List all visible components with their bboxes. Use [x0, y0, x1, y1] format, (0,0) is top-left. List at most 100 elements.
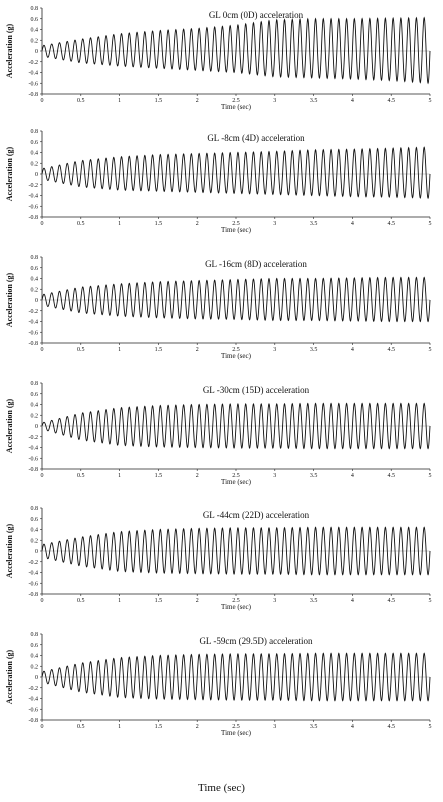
- x-tick-label: 0.5: [77, 724, 85, 730]
- y-tick-label: 0.4: [31, 654, 39, 660]
- acceleration-series-line: [41, 276, 431, 323]
- x-tick-label: 0.5: [77, 473, 85, 479]
- x-tick-label: 2: [196, 347, 199, 353]
- x-tick-label: 0.5: [77, 221, 85, 227]
- x-tick-label: 1: [118, 598, 121, 604]
- y-tick-label: 0.8: [31, 506, 39, 512]
- y-tick-label: 0.6: [31, 140, 39, 146]
- y-tick-label: 0: [35, 675, 38, 681]
- y-tick-label: 0.2: [31, 413, 39, 419]
- chart-panel: 0.80.60.40.20-0.2-0.4-0.6-0.80 0.5 1 1.5 2 2.…: [5, 255, 432, 360]
- x-tick-label: 1.5: [155, 98, 163, 104]
- x-tick-label: 0: [41, 347, 44, 353]
- acceleration-series-line: [41, 526, 431, 576]
- y-tick-label: -0.4: [29, 697, 39, 703]
- x-tick-label: 2: [196, 221, 199, 227]
- y-axis-label: Acceleration (g): [5, 523, 14, 578]
- y-tick-label: 0: [35, 298, 38, 304]
- x-tick-label: 2.5: [232, 98, 240, 104]
- x-tick-label: 1.5: [155, 598, 163, 604]
- x-tick-label: 4.5: [387, 598, 395, 604]
- x-tick-label: 5: [429, 98, 432, 104]
- x-tick-label: 0.5: [77, 598, 85, 604]
- y-axis-label: Acceleration (g): [5, 649, 14, 704]
- y-tick-label: -0.8: [29, 467, 39, 473]
- y-tick-label: 0.4: [31, 403, 39, 409]
- x-tick-label: 3: [273, 221, 276, 227]
- x-tick-label: 0.5: [77, 98, 85, 104]
- x-tick-label: 3.5: [310, 347, 318, 353]
- chart-panel: 0.80.60.40.20-0.2-0.4-0.6-0.80 0.5 1 1.5 2 2.…: [5, 381, 432, 486]
- x-tick-label: 1: [118, 724, 121, 730]
- x-tick-label: 0: [41, 221, 44, 227]
- acceleration-series-line: [41, 402, 431, 450]
- y-tick-label: 0.6: [31, 266, 39, 272]
- y-tick-label: -0.4: [29, 71, 39, 77]
- acceleration-series-line: [41, 146, 431, 200]
- x-tick-label: 0: [41, 473, 44, 479]
- y-tick-label: -0.2: [29, 686, 39, 692]
- x-tick-label: 4: [351, 347, 354, 353]
- x-tick-label: 4: [351, 724, 354, 730]
- y-tick-label: 0.8: [31, 129, 39, 135]
- x-tick-label: 0: [41, 724, 44, 730]
- x-tick-label: 4: [351, 598, 354, 604]
- y-tick-label: 0.4: [31, 528, 39, 534]
- y-tick-label: -0.2: [29, 309, 39, 315]
- y-tick-label: -0.4: [29, 194, 39, 200]
- x-tick-label: 0: [41, 598, 44, 604]
- y-tick-label: -0.6: [29, 81, 39, 87]
- x-tick-label: 1.5: [155, 347, 163, 353]
- x-tick-label: 3.5: [310, 724, 318, 730]
- y-tick-label: 0.2: [31, 664, 39, 670]
- x-tick-label: 0: [41, 98, 44, 104]
- y-axis-label: Acceleration (g): [5, 398, 14, 453]
- x-tick-label: 3: [273, 598, 276, 604]
- y-tick-label: 0.4: [31, 151, 39, 157]
- x-tick-label: 2.5: [232, 724, 240, 730]
- chart-panel: 0.80.60.40.20-0.2-0.4-0.6-0.80 0.5 1 1.5 2 2.…: [5, 632, 432, 737]
- y-axis-label: Acceleration (g): [5, 23, 14, 78]
- x-tick-label: 1.5: [155, 221, 163, 227]
- x-axis-label: Time (sec): [221, 226, 252, 234]
- x-tick-label: 3.5: [310, 221, 318, 227]
- x-tick-label: 2: [196, 473, 199, 479]
- y-tick-label: -0.8: [29, 215, 39, 221]
- acceleration-series-line: [41, 652, 431, 702]
- y-tick-label: 0.8: [31, 381, 39, 387]
- x-tick-label: 4.5: [387, 724, 395, 730]
- chart-title: GL 0cm (0D) acceleration: [209, 10, 304, 20]
- chart-panel: 0.80.60.40.20-0.2-0.4-0.6-0.80 0.5 1 1.5 2 2.…: [5, 506, 432, 611]
- chart-title: GL -16cm (8D) acceleration: [205, 259, 307, 269]
- x-tick-label: 2: [196, 598, 199, 604]
- x-tick-label: 4: [351, 473, 354, 479]
- x-tick-label: 3: [273, 98, 276, 104]
- y-axis-label: Acceleration (g): [5, 272, 14, 327]
- x-tick-label: 0.5: [77, 347, 85, 353]
- y-tick-label: -0.8: [29, 592, 39, 598]
- x-tick-label: 2.5: [232, 221, 240, 227]
- x-tick-label: 2: [196, 724, 199, 730]
- x-axis-label: Time (sec): [221, 103, 252, 111]
- x-tick-label: 3: [273, 347, 276, 353]
- y-tick-label: 0.2: [31, 161, 39, 167]
- x-tick-label: 1: [118, 347, 121, 353]
- x-tick-label: 1: [118, 473, 121, 479]
- chart-panel: 0.80.60.40.20-0.2-0.4-0.6-0.80 0.5 1 1.5 2 2.…: [5, 6, 432, 111]
- y-tick-label: 0.6: [31, 643, 39, 649]
- y-tick-label: -0.2: [29, 183, 39, 189]
- x-axis-label: Time (sec): [221, 478, 252, 486]
- x-tick-label: 5: [429, 347, 432, 353]
- x-tick-label: 2.5: [232, 347, 240, 353]
- y-tick-label: 0.6: [31, 517, 39, 523]
- chart-title: GL -59cm (29.5D) acceleration: [199, 636, 313, 646]
- chart-title: GL -30cm (15D) acceleration: [203, 385, 310, 395]
- x-tick-label: 2: [196, 98, 199, 104]
- x-tick-label: 2.5: [232, 473, 240, 479]
- y-tick-label: 0.2: [31, 287, 39, 293]
- y-tick-label: -0.8: [29, 718, 39, 724]
- y-tick-label: -0.6: [29, 204, 39, 210]
- y-tick-label: 0.8: [31, 632, 39, 638]
- chart-title: GL -8cm (4D) acceleration: [207, 133, 305, 143]
